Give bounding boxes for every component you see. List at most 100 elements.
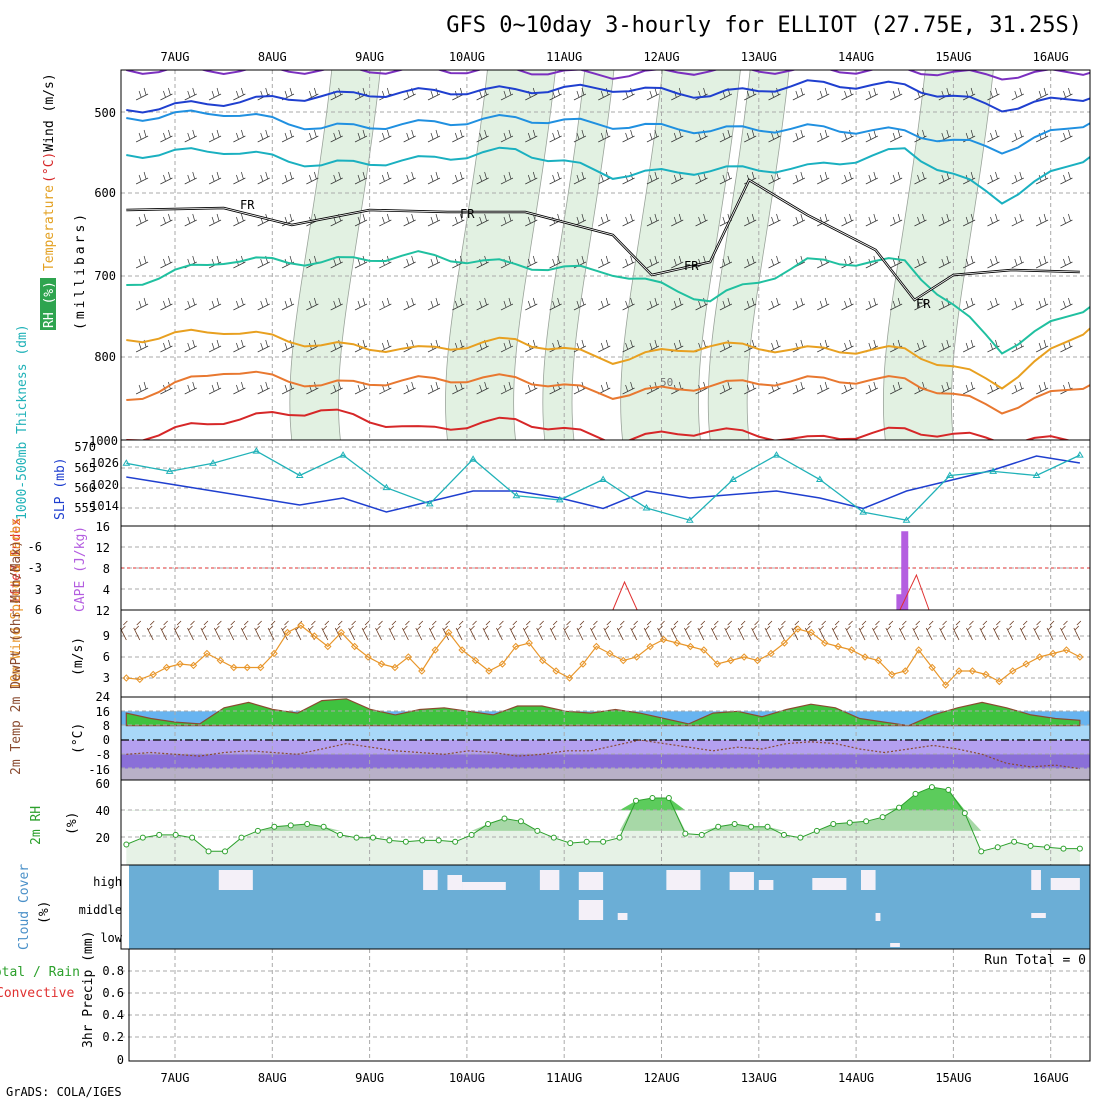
wind-barb <box>208 381 222 395</box>
li-tick-m3: -3 <box>28 561 42 575</box>
thickness-marker <box>382 483 391 491</box>
rh-marker <box>304 821 311 827</box>
wind-barb <box>208 297 222 311</box>
wind-barb <box>403 381 416 395</box>
rh-marker <box>517 818 524 825</box>
wind-barb <box>865 213 878 227</box>
wind-barb <box>500 87 514 101</box>
rh-marker <box>1011 838 1018 845</box>
freezing-label-4: FR <box>916 297 931 311</box>
wind-barb <box>330 339 343 353</box>
bottom-date-label: 9AUG <box>355 1071 384 1085</box>
wind-marker <box>673 639 681 647</box>
wind-marker <box>471 656 480 665</box>
wind-marker <box>431 646 439 654</box>
wind-barb <box>914 297 927 311</box>
wind-barb <box>598 339 611 353</box>
wind-barb <box>184 129 197 143</box>
wind-barb <box>817 339 830 353</box>
wind-marker <box>149 670 157 679</box>
surface-barb <box>979 620 988 641</box>
surface-barb <box>831 620 840 641</box>
cloud-clear-blocks <box>218 870 1080 947</box>
thickness-marker <box>729 475 738 483</box>
precip-unit-label: 3hr Precip (mm) <box>81 931 96 1048</box>
surface-barb <box>334 620 343 641</box>
wind-axis-label: 10m Wind Speed & Barbs <box>9 518 24 690</box>
wind-barb <box>208 213 222 227</box>
wind-barb <box>987 87 1000 101</box>
wind-barb <box>914 339 927 353</box>
wind-marker <box>928 663 936 672</box>
rh-marker <box>797 834 804 841</box>
rh-marker <box>254 827 261 834</box>
surface-barb <box>912 620 921 641</box>
cloud-level-middle: middle <box>79 903 122 917</box>
cloud-clear-block <box>1050 878 1080 890</box>
wind-barb <box>1011 87 1024 101</box>
rh-area-dark <box>126 787 1080 811</box>
wind-tick-3: 3 <box>103 671 110 685</box>
wind-barb <box>1060 297 1073 311</box>
wind-marker <box>256 663 265 672</box>
wind-barb <box>257 171 270 185</box>
surface-barb <box>267 620 276 641</box>
wind-barb <box>208 87 222 101</box>
wind-barb <box>792 339 806 353</box>
wind-barb <box>719 297 733 311</box>
cloud-clear-block <box>812 878 847 890</box>
surface-barb <box>764 620 773 641</box>
wind-barb <box>403 213 416 227</box>
surface-barb <box>898 620 907 641</box>
wind-barb <box>330 171 343 185</box>
cloud-clear-block <box>218 870 253 890</box>
wind-barb <box>135 381 149 395</box>
wind-barb <box>987 171 1000 185</box>
rh-marker <box>731 821 738 827</box>
bottom-date-label: 8AUG <box>258 1071 287 1085</box>
wind-barb <box>646 213 660 227</box>
slp-tick-1026: 1026 <box>90 456 119 470</box>
wind-barb <box>233 129 246 143</box>
wind-barb <box>865 87 878 101</box>
cloud-clear-block <box>729 872 754 890</box>
wind-barb <box>817 129 830 143</box>
wind-marker <box>324 642 332 651</box>
thickness-marker <box>209 459 217 466</box>
wind-barb <box>500 171 514 185</box>
freezing-label-3: FR <box>684 259 699 273</box>
ua-y-tick-700: 700 <box>94 269 116 283</box>
surface-barb <box>187 620 195 641</box>
cloud-clear-block <box>666 870 701 890</box>
surface-barb <box>294 620 303 641</box>
rh-marker <box>353 834 360 841</box>
wind-barb <box>476 297 489 311</box>
temp-tick-8: 8 <box>103 719 110 733</box>
wind-marker <box>122 674 131 682</box>
wind-barb <box>281 129 295 143</box>
surface-barb <box>227 620 236 641</box>
wind-marker <box>1062 646 1071 654</box>
thick-tick-565: 565 <box>74 461 96 475</box>
grads-credit: GrADS: COLA/IGES <box>6 1085 122 1099</box>
rh-marker <box>271 823 278 830</box>
wind-barb <box>379 339 392 353</box>
cape-bars <box>896 531 909 610</box>
wind-marker <box>632 653 641 661</box>
wind-barb <box>160 129 173 143</box>
wind-barb <box>500 129 514 143</box>
precip-panel: Run Total = 0 0.8 0.6 0.4 0.2 0 Total / … <box>0 931 1091 1067</box>
surface-barb <box>402 620 410 641</box>
wind-barb <box>281 297 295 311</box>
surface-barb <box>966 620 974 641</box>
wind-marker <box>552 667 560 675</box>
top-date-label: 12AUG <box>643 50 679 64</box>
wind-marker <box>364 653 372 661</box>
freezing-label-1: FR <box>240 198 255 212</box>
wind-barb <box>671 297 684 311</box>
thickness-marker <box>555 495 564 503</box>
surface-barb <box>536 620 544 641</box>
surface-barb <box>751 620 759 641</box>
rh-marker <box>813 827 820 834</box>
